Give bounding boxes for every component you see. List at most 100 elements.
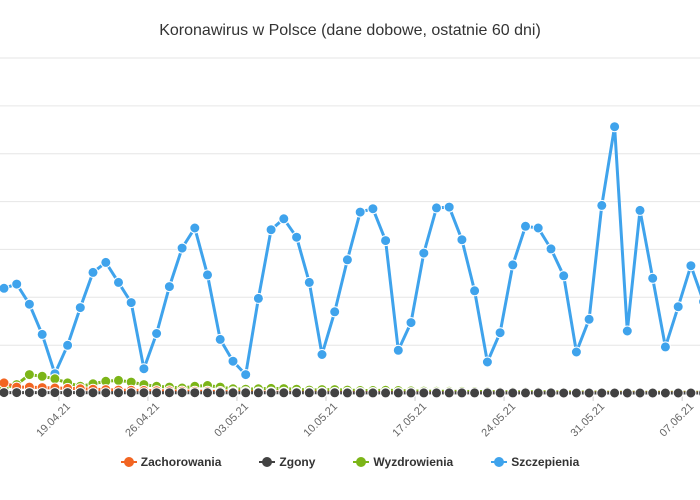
data-point-wyzdrowienia — [23, 369, 35, 381]
series-container — [0, 121, 700, 399]
data-point-szczepienia — [138, 363, 150, 375]
data-point-zgony — [532, 387, 544, 399]
data-point-szczepienia — [609, 121, 621, 133]
data-point-zgony — [647, 387, 659, 399]
data-point-szczepienia — [36, 328, 48, 340]
data-point-szczepienia — [621, 325, 633, 337]
data-point-zgony — [100, 387, 112, 399]
data-point-zgony — [113, 387, 124, 399]
data-point-szczepienia — [545, 243, 557, 255]
legend-item-szczepienia[interactable]: Szczepienia — [491, 455, 579, 469]
data-point-szczepienia — [0, 282, 10, 294]
grid-lines — [0, 57, 700, 394]
x-tick-label: 10.05.21 — [301, 401, 340, 440]
data-point-zgony — [125, 387, 137, 399]
data-point-zgony — [520, 387, 531, 399]
series-line-szczepienia — [3, 125, 700, 377]
data-point-zgony — [62, 387, 74, 399]
data-point-szczepienia — [418, 247, 430, 259]
x-axis: 19.04.21 26.04.21 03.05.21 10.05.21 17.05.21… — [34, 393, 696, 439]
x-tick-label: 24.05.21 — [479, 401, 518, 440]
x-tick-label: 03.05.21 — [212, 401, 251, 440]
data-point-szczepienia — [558, 270, 570, 282]
x-tick-label: 31.05.21 — [568, 401, 607, 440]
legend: Zachorowania Zgony Wyzdrowienia Szczepie… — [0, 455, 700, 469]
data-point-szczepienia — [520, 220, 531, 232]
legend-wyzdrowienia-icon — [353, 456, 370, 468]
data-point-zgony — [456, 387, 468, 399]
data-point-zgony — [49, 387, 61, 399]
data-point-szczepienia — [329, 306, 341, 318]
data-point-zgony — [672, 387, 684, 399]
data-point-szczepienia — [87, 266, 99, 278]
data-point-szczepienia — [11, 278, 23, 290]
data-point-szczepienia — [659, 341, 671, 353]
series-zgony — [0, 387, 700, 399]
data-point-szczepienia — [278, 213, 290, 225]
legend-zachorowania-icon — [120, 456, 137, 468]
data-point-zgony — [659, 387, 671, 399]
x-tick-label: 26.04.21 — [123, 401, 162, 440]
data-point-zgony — [545, 387, 557, 399]
data-point-szczepienia — [163, 281, 175, 293]
data-point-zgony — [151, 387, 163, 399]
data-point-zgony — [469, 387, 481, 399]
data-point-zgony — [227, 387, 239, 399]
data-point-zgony — [431, 387, 442, 399]
data-point-szczepienia — [240, 369, 252, 381]
legend-label-zachorowania: Zachorowania — [140, 455, 222, 469]
data-point-zgony — [583, 387, 595, 399]
data-point-zgony — [634, 387, 646, 399]
data-point-zgony — [23, 387, 35, 399]
data-point-zgony — [621, 387, 633, 399]
legend-label-wyzdrowienia: Wyzdrowienia — [373, 455, 454, 469]
legend-item-wyzdrowienia[interactable]: Wyzdrowienia — [353, 455, 453, 469]
data-point-szczepienia — [316, 349, 328, 360]
data-point-szczepienia — [303, 276, 315, 288]
data-point-szczepienia — [392, 344, 404, 356]
data-point-szczepienia — [494, 327, 506, 339]
data-point-szczepienia — [176, 242, 188, 254]
data-point-szczepienia — [214, 333, 226, 345]
data-point-zgony — [189, 387, 201, 399]
data-point-szczepienia — [583, 313, 595, 325]
data-point-zachorowania — [0, 377, 10, 389]
data-point-zgony — [163, 387, 175, 399]
data-point-zgony — [0, 387, 10, 399]
x-tick-label: 07.06.21 — [658, 401, 697, 440]
data-point-szczepienia — [367, 203, 379, 215]
legend-zgony-icon — [259, 456, 276, 468]
data-point-zgony — [558, 387, 570, 399]
data-point-szczepienia — [685, 260, 697, 272]
data-point-szczepienia — [341, 254, 353, 266]
x-tick-label: 19.04.21 — [34, 401, 73, 440]
data-point-szczepienia — [291, 231, 303, 243]
data-point-zgony — [418, 387, 430, 399]
data-point-zgony — [596, 387, 608, 399]
data-point-zgony — [138, 387, 150, 399]
data-point-szczepienia — [532, 222, 544, 234]
data-point-zgony — [380, 387, 392, 399]
legend-item-zachorowania[interactable]: Zachorowania — [120, 455, 222, 469]
data-point-szczepienia — [23, 298, 35, 310]
data-point-szczepienia — [634, 204, 646, 216]
chart-title: Koronawirus w Polsce (dane dobowe, ostat… — [159, 22, 541, 39]
data-point-szczepienia — [125, 297, 137, 309]
data-point-zgony — [481, 387, 493, 399]
data-point-zgony — [494, 387, 506, 399]
data-point-szczepienia — [431, 202, 442, 214]
data-point-szczepienia — [481, 356, 493, 368]
data-point-zgony — [570, 387, 582, 399]
data-point-szczepienia — [570, 346, 582, 358]
data-point-szczepienia — [151, 328, 163, 339]
data-point-szczepienia — [672, 301, 684, 313]
x-tick-label: 17.05.21 — [390, 401, 429, 440]
legend-szczepienia-icon — [491, 456, 508, 468]
data-point-zgony — [685, 387, 697, 399]
legend-item-zgony[interactable]: Zgony — [259, 455, 315, 469]
data-point-szczepienia — [227, 355, 239, 367]
data-point-zgony — [367, 387, 379, 399]
data-point-zgony — [316, 387, 328, 399]
series-szczepienia — [0, 121, 700, 381]
